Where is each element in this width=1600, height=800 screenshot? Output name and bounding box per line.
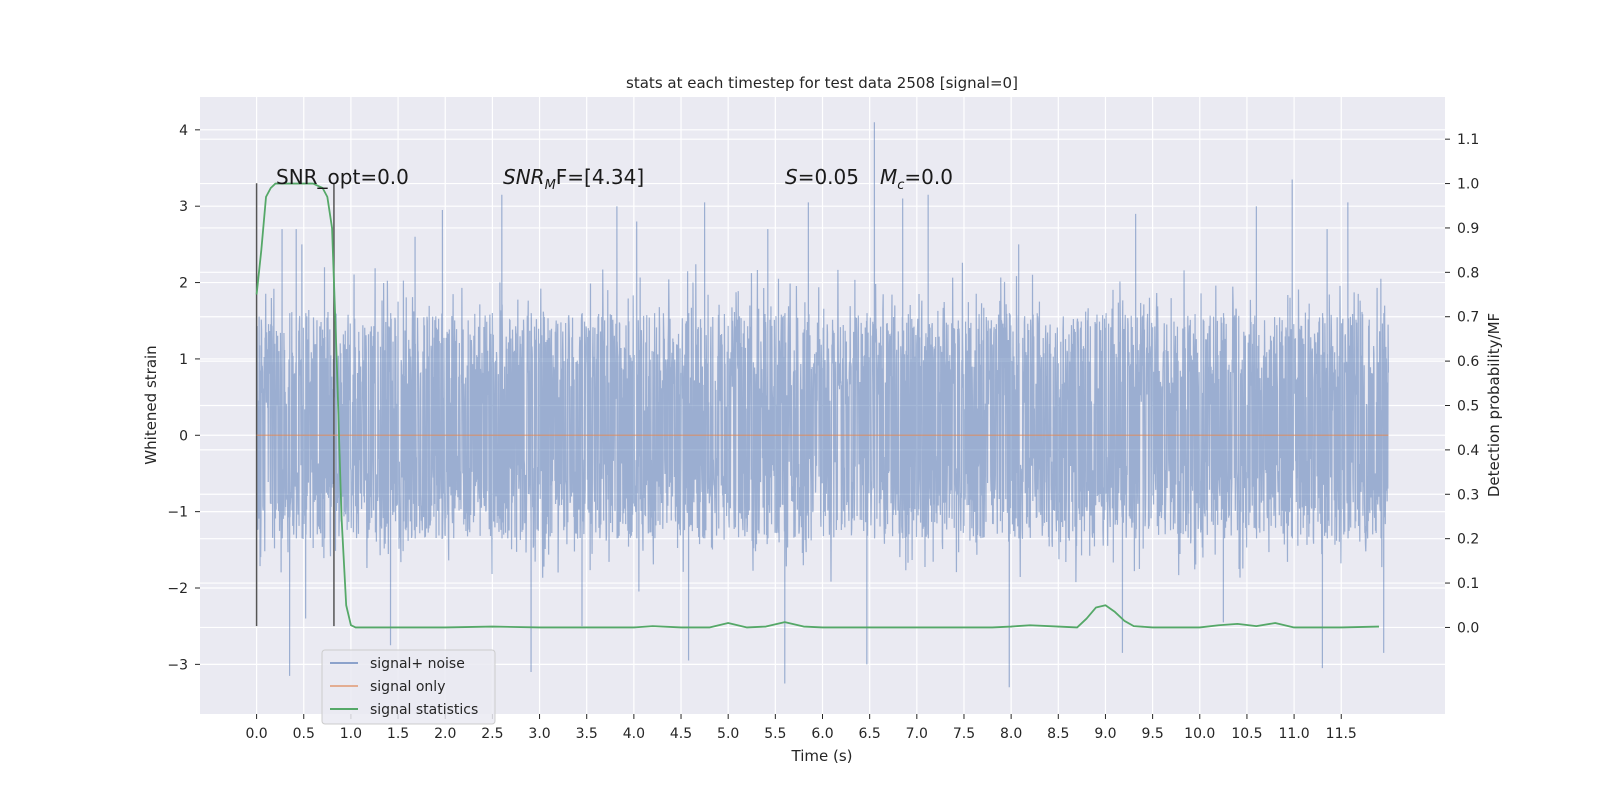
y-ticks-right: 1.1 1.0 0.9 0.8 0.7 0.6 0.5 0.4 0.3 0.2 0.1 0.0	[1445, 132, 1479, 636]
y-right-tick-label: 0.8	[1457, 265, 1479, 281]
annotation-mc-var: M	[880, 165, 897, 189]
annotation-s-val: =0.05	[798, 165, 859, 189]
annotation-s-var: S	[785, 165, 798, 189]
y-right-tick-label: 0.7	[1457, 310, 1479, 326]
x-tick-label: 0.5	[293, 726, 315, 742]
y-right-tick-label: 0.2	[1457, 532, 1479, 548]
x-tick-label: 9.0	[1094, 726, 1116, 742]
x-tick-label: 2.0	[434, 726, 456, 742]
y-tick-label: 1	[179, 352, 188, 368]
annotation-s: S=0.05	[785, 165, 859, 189]
y-ticks-left: 4 3 2 1 0 −1 −2 −3	[167, 123, 200, 673]
x-tick-label: 1.5	[387, 726, 409, 742]
x-tick-label: 11.5	[1326, 726, 1357, 742]
annotation-snr-opt: SNR_opt=0.0	[276, 165, 409, 189]
y-right-tick-label: 1.0	[1457, 177, 1479, 193]
chart-title: stats at each timestep for test data 250…	[626, 74, 1018, 92]
x-tick-label: 5.0	[717, 726, 739, 742]
series-signal-statistics	[255, 182, 1380, 629]
x-tick-label: 4.0	[623, 726, 645, 742]
x-tick-label: 8.0	[1000, 726, 1022, 742]
legend-label-signal-statistics: signal statistics	[370, 702, 478, 718]
y-tick-label: 2	[179, 276, 188, 292]
x-tick-label: 8.5	[1047, 726, 1069, 742]
y-tick-label: 0	[179, 428, 188, 444]
y-tick-label: 3	[179, 199, 188, 215]
x-tick-label: 11.0	[1279, 726, 1310, 742]
y-axis-label: Whitened strain	[142, 345, 160, 464]
y-tick-label: −1	[167, 505, 188, 521]
x-tick-label: 0.0	[245, 726, 267, 742]
x-tick-label: 3.0	[528, 726, 550, 742]
x-tick-label: 7.0	[906, 726, 928, 742]
y-right-tick-label: 0.1	[1457, 576, 1479, 592]
legend-box	[321, 649, 496, 725]
y-right-tick-label: 0.5	[1457, 399, 1479, 415]
annotation-snr-mf: SNRMF=[4.34]	[503, 165, 644, 193]
line-signal-statistics	[255, 182, 1380, 629]
legend: signal+ noise signal only signal statist…	[321, 649, 496, 725]
x-ticks: 0.0 0.5 1.0 1.5 2.0 2.5 3.0 3.5 4.0 4.5 5.0 5.5 6.0 6…	[245, 714, 1357, 742]
annotation-snr-mf-sub: M	[545, 178, 556, 193]
y-axis-label-right: Detection probability/MF	[1485, 313, 1503, 497]
y-right-tick-label: 0.3	[1457, 487, 1479, 503]
annotations: SNR_opt=0.0 SNRMF=[4.34] S=0.05 Mc=0.0	[276, 165, 953, 193]
x-tick-label: 10.0	[1184, 726, 1215, 742]
x-tick-label: 5.5	[764, 726, 786, 742]
y-right-tick-label: 0.9	[1457, 221, 1479, 237]
x-tick-label: 1.0	[340, 726, 362, 742]
x-axis-label: Time (s)	[791, 747, 853, 765]
y-right-tick-label: 0.0	[1457, 620, 1479, 636]
annotation-mc: Mc=0.0	[880, 165, 953, 193]
x-tick-label: 7.5	[953, 726, 975, 742]
x-tick-label: 4.5	[670, 726, 692, 742]
y-right-tick-label: 0.4	[1457, 443, 1479, 459]
x-tick-label: 6.0	[811, 726, 833, 742]
y-tick-label: 4	[179, 123, 188, 139]
y-tick-label: −3	[167, 657, 188, 673]
y-tick-label: −2	[167, 581, 188, 597]
x-tick-label: 3.5	[576, 726, 598, 742]
legend-label-signal-plus-noise: signal+ noise	[370, 656, 465, 672]
legend-label-signal-only: signal only	[370, 679, 445, 695]
annotation-mc-sub: c	[897, 178, 904, 193]
annotation-snr-mf-base: SNR	[503, 165, 545, 189]
x-tick-label: 9.5	[1141, 726, 1163, 742]
x-tick-label: 10.5	[1231, 726, 1262, 742]
annotation-snr-mf-rest: F=[4.34]	[556, 165, 644, 189]
x-tick-label: 6.5	[859, 726, 881, 742]
y-right-tick-label: 0.6	[1457, 354, 1479, 370]
annotation-mc-val: =0.0	[904, 165, 953, 189]
x-tick-label: 2.5	[481, 726, 503, 742]
y-right-tick-label: 1.1	[1457, 132, 1479, 148]
